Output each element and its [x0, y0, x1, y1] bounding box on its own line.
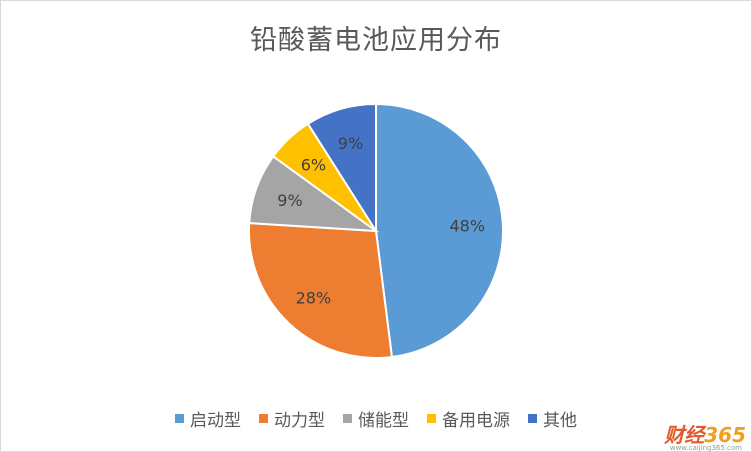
data-label-2: 28% — [296, 289, 332, 308]
chart-title: 铅酸蓄电池应用分布 — [250, 25, 502, 56]
chart-legend: 启动型 动力型 储能型 备用电源 其他 — [0, 406, 752, 431]
pie-slice-2 — [248, 221, 394, 359]
legend-swatch — [259, 414, 268, 423]
legend-label: 其他 — [543, 411, 577, 431]
legend-swatch — [175, 414, 184, 423]
data-label-4: 6% — [301, 155, 326, 174]
legend-item-5: 其他 — [528, 406, 577, 431]
legend-item-2: 动力型 — [259, 406, 325, 431]
legend-swatch — [528, 414, 537, 423]
legend-item-3: 储能型 — [343, 406, 409, 431]
legend-swatch — [427, 414, 436, 423]
brand-logo-number: 365 — [704, 423, 746, 447]
pie-slice-1 — [375, 102, 504, 359]
data-label-3: 9% — [277, 191, 302, 210]
legend-label: 启动型 — [190, 411, 241, 431]
legend-item-4: 备用电源 — [427, 406, 510, 431]
legend-label: 动力型 — [274, 411, 325, 431]
legend-item-1: 启动型 — [175, 406, 241, 431]
brand-logo: 财经365 — [664, 419, 746, 448]
data-label-5: 9% — [338, 134, 363, 153]
legend-label: 备用电源 — [442, 411, 510, 431]
brand-url: www.caijing365.com — [669, 444, 742, 452]
legend-label: 储能型 — [358, 411, 409, 431]
data-label-1: 48% — [449, 216, 485, 235]
pie-slice-5 — [306, 102, 377, 235]
legend-swatch — [343, 414, 352, 423]
brand-logo-text: 财经 — [664, 423, 705, 447]
